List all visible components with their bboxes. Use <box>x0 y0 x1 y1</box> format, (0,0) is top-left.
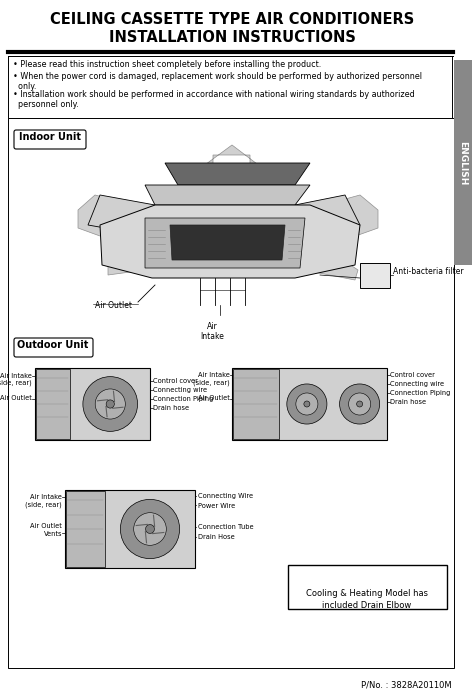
FancyBboxPatch shape <box>36 369 71 439</box>
Text: Cooling & Heating Model has
included Drain Elbow: Cooling & Heating Model has included Dra… <box>306 589 428 610</box>
Polygon shape <box>278 242 358 280</box>
Text: Air Intake
(side, rear): Air Intake (side, rear) <box>193 372 230 386</box>
Text: Control cover: Control cover <box>390 372 435 378</box>
Text: • When the power cord is damaged, replacement work should be performed by author: • When the power cord is damaged, replac… <box>13 72 422 92</box>
FancyBboxPatch shape <box>14 338 93 357</box>
Polygon shape <box>198 145 265 170</box>
Circle shape <box>339 384 380 424</box>
Text: Connection Tube: Connection Tube <box>198 524 254 530</box>
FancyBboxPatch shape <box>233 369 280 439</box>
Text: Air Intake
(side, rear): Air Intake (side, rear) <box>0 373 32 387</box>
FancyBboxPatch shape <box>14 130 86 149</box>
Polygon shape <box>145 218 305 268</box>
Circle shape <box>296 393 318 415</box>
Text: Connecting wire: Connecting wire <box>390 381 444 387</box>
Text: Air
Intake: Air Intake <box>200 322 224 341</box>
Polygon shape <box>88 195 155 235</box>
Text: P/No. : 3828A20110M: P/No. : 3828A20110M <box>361 680 452 689</box>
Circle shape <box>120 499 180 559</box>
Text: • Installation work should be performed in accordance with national wiring stand: • Installation work should be performed … <box>13 90 415 110</box>
Circle shape <box>83 377 137 431</box>
FancyBboxPatch shape <box>288 565 447 609</box>
Text: Anti-bacteria filter: Anti-bacteria filter <box>393 268 464 277</box>
Text: Air Outlet
Vents: Air Outlet Vents <box>30 524 62 537</box>
Circle shape <box>304 401 310 407</box>
Text: Air Outlet: Air Outlet <box>198 395 230 401</box>
Polygon shape <box>145 185 310 205</box>
FancyBboxPatch shape <box>232 368 387 440</box>
Text: Air Intake
(side, rear): Air Intake (side, rear) <box>25 494 62 507</box>
FancyBboxPatch shape <box>8 56 452 118</box>
Text: Drain hose: Drain hose <box>153 405 189 411</box>
FancyBboxPatch shape <box>454 60 472 265</box>
FancyBboxPatch shape <box>35 368 150 440</box>
Text: Connecting Wire: Connecting Wire <box>198 493 253 499</box>
Polygon shape <box>100 205 360 278</box>
FancyBboxPatch shape <box>360 263 390 288</box>
Text: Air Outlet: Air Outlet <box>95 301 132 310</box>
Polygon shape <box>308 195 378 248</box>
Text: • Please read this instruction sheet completely before installing the product.: • Please read this instruction sheet com… <box>13 60 321 69</box>
Text: ENGLISH: ENGLISH <box>458 140 467 185</box>
FancyBboxPatch shape <box>65 490 195 568</box>
Text: CEILING CASSETTE TYPE AIR CONDITIONERS: CEILING CASSETTE TYPE AIR CONDITIONERS <box>50 12 414 27</box>
Text: Connection Piping: Connection Piping <box>153 396 213 402</box>
Polygon shape <box>165 163 310 185</box>
Polygon shape <box>108 242 182 275</box>
Text: Indoor Unit: Indoor Unit <box>19 132 81 142</box>
Text: Connection Piping: Connection Piping <box>390 390 450 396</box>
Text: INSTALLATION INSTRUCTIONS: INSTALLATION INSTRUCTIONS <box>109 30 356 45</box>
Text: Control cover: Control cover <box>153 378 198 384</box>
Text: Outdoor Unit: Outdoor Unit <box>18 340 89 350</box>
Circle shape <box>356 401 363 407</box>
FancyBboxPatch shape <box>66 491 105 567</box>
Polygon shape <box>295 195 360 235</box>
Text: Air Outlet: Air Outlet <box>0 395 32 401</box>
Text: Drain Hose: Drain Hose <box>198 534 235 540</box>
Circle shape <box>287 384 327 424</box>
Circle shape <box>348 393 371 415</box>
Polygon shape <box>170 225 285 260</box>
Circle shape <box>106 400 114 408</box>
Polygon shape <box>78 195 150 248</box>
Circle shape <box>146 524 155 533</box>
Circle shape <box>95 389 125 419</box>
Circle shape <box>134 512 166 545</box>
Text: Connecting wire: Connecting wire <box>153 387 207 393</box>
FancyBboxPatch shape <box>8 118 454 668</box>
Text: Drain hose: Drain hose <box>390 399 426 405</box>
Text: Power Wire: Power Wire <box>198 503 235 509</box>
